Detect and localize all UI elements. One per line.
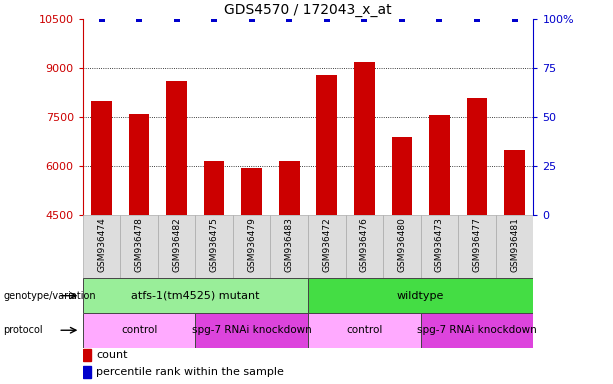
Text: wildtype: wildtype — [397, 291, 444, 301]
Text: GSM936483: GSM936483 — [285, 217, 294, 272]
Text: GSM936473: GSM936473 — [435, 217, 444, 272]
Bar — [83, 278, 308, 313]
Bar — [308, 215, 346, 278]
Bar — [129, 114, 150, 215]
Bar — [354, 62, 375, 215]
Text: GSM936477: GSM936477 — [473, 217, 481, 272]
Text: atfs-1(tm4525) mutant: atfs-1(tm4525) mutant — [131, 291, 260, 301]
Bar — [83, 313, 196, 348]
Bar — [91, 101, 112, 215]
Bar — [346, 215, 383, 278]
Bar — [270, 215, 308, 278]
Bar — [83, 215, 120, 278]
Bar — [429, 116, 450, 215]
Text: GSM936474: GSM936474 — [97, 217, 106, 272]
Text: GSM936482: GSM936482 — [172, 217, 181, 272]
Text: control: control — [346, 325, 383, 335]
Bar — [316, 75, 337, 215]
Text: GSM936479: GSM936479 — [247, 217, 256, 272]
Text: spg-7 RNAi knockdown: spg-7 RNAi knockdown — [192, 325, 311, 335]
Bar — [383, 215, 421, 278]
Bar — [233, 215, 270, 278]
Bar — [421, 215, 458, 278]
Text: GSM936478: GSM936478 — [135, 217, 143, 272]
Text: GSM936481: GSM936481 — [510, 217, 519, 272]
Bar — [158, 215, 196, 278]
Bar — [308, 278, 533, 313]
Text: GSM936480: GSM936480 — [397, 217, 406, 272]
Text: spg-7 RNAi knockdown: spg-7 RNAi knockdown — [417, 325, 537, 335]
Bar — [421, 313, 533, 348]
Bar — [166, 81, 187, 215]
Bar — [204, 161, 224, 215]
Bar — [392, 137, 412, 215]
Title: GDS4570 / 172043_x_at: GDS4570 / 172043_x_at — [224, 3, 392, 17]
Bar — [466, 98, 487, 215]
Text: genotype/variation: genotype/variation — [3, 291, 96, 301]
Bar — [83, 349, 91, 361]
Text: protocol: protocol — [3, 325, 43, 335]
Bar — [196, 215, 233, 278]
Bar — [308, 313, 421, 348]
Text: control: control — [121, 325, 158, 335]
Text: GSM936472: GSM936472 — [322, 217, 331, 272]
Bar — [242, 168, 262, 215]
Bar — [120, 215, 158, 278]
Bar — [279, 161, 300, 215]
Bar — [83, 366, 91, 378]
Bar — [504, 150, 525, 215]
Text: GSM936476: GSM936476 — [360, 217, 369, 272]
Bar — [496, 215, 533, 278]
Text: count: count — [96, 350, 128, 360]
Text: GSM936475: GSM936475 — [210, 217, 219, 272]
Bar — [196, 313, 308, 348]
Text: percentile rank within the sample: percentile rank within the sample — [96, 367, 284, 377]
Bar — [458, 215, 496, 278]
